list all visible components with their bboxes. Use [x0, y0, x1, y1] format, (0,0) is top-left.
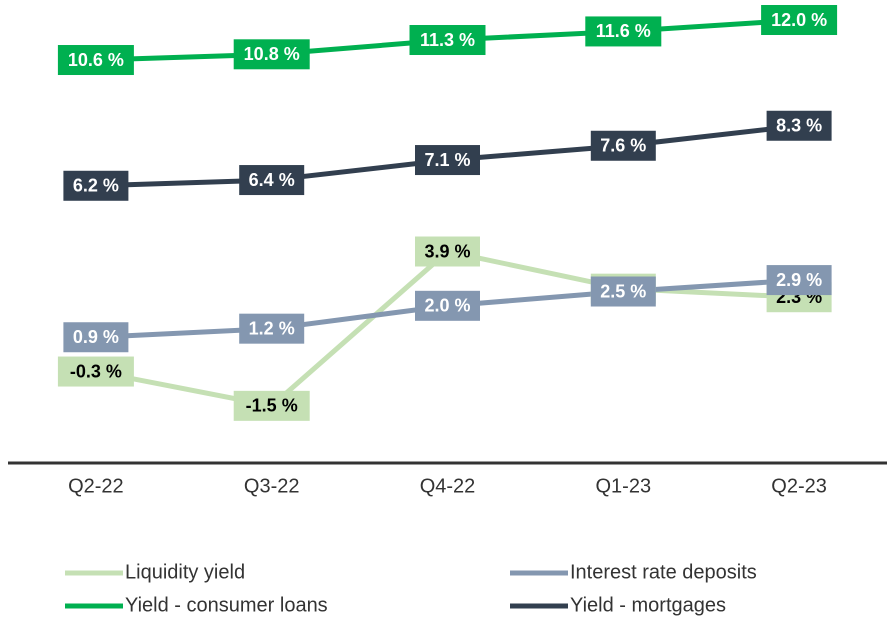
data-label: 2.0 %	[424, 296, 470, 316]
x-tick-label: Q1-23	[596, 475, 652, 497]
data-label: 2.5 %	[600, 281, 646, 301]
legend-label: Yield - consumer loans	[125, 594, 328, 616]
data-label: 6.2 %	[73, 176, 119, 196]
data-label: 11.3 %	[420, 30, 475, 50]
x-tick-label: Q2-22	[68, 475, 124, 497]
data-label: 3.9 %	[424, 241, 470, 261]
data-label-box	[63, 170, 129, 201]
data-label: 11.6 %	[596, 21, 651, 41]
data-label-box	[585, 16, 662, 47]
data-label-box	[409, 25, 486, 56]
data-label-box	[233, 390, 310, 421]
series-line	[95, 248, 800, 409]
data-label-box	[415, 236, 480, 267]
x-tick-label: Q3-22	[244, 475, 300, 497]
data-label-box	[415, 290, 480, 321]
data-label: -0.3 %	[70, 361, 122, 381]
data-label-box	[766, 110, 832, 141]
data-label-box	[233, 39, 310, 70]
x-tick-label: Q4-22	[420, 475, 476, 497]
x-tick-label: Q2-23	[771, 475, 827, 497]
data-label: 12.0 %	[771, 10, 827, 30]
data-label-box	[415, 145, 480, 176]
data-label-box	[766, 265, 832, 296]
legend-label: Interest rate deposits	[570, 561, 757, 583]
data-label-box	[239, 313, 305, 344]
data-label: 1.2 %	[249, 318, 295, 338]
data-label-box	[761, 5, 838, 36]
data-label: 10.6 %	[68, 50, 124, 70]
data-label-box	[57, 356, 134, 387]
data-label: 2.9 %	[776, 270, 822, 290]
data-label-box	[63, 322, 129, 353]
legend-label: Yield - mortgages	[570, 594, 726, 616]
data-label: 7.6 %	[600, 136, 646, 156]
data-label-box	[239, 165, 305, 196]
data-label: 8.3 %	[776, 116, 822, 136]
data-label: 7.1 %	[424, 150, 470, 170]
data-label: -1.5 %	[246, 396, 298, 416]
data-label-box	[590, 276, 656, 307]
data-label: 0.9 %	[73, 327, 119, 347]
legend-label: Liquidity yield	[125, 561, 245, 583]
data-label: 6.4 %	[249, 170, 295, 190]
data-label-box	[57, 45, 134, 76]
data-label-box	[590, 130, 656, 161]
data-label: 10.8 %	[244, 44, 300, 64]
